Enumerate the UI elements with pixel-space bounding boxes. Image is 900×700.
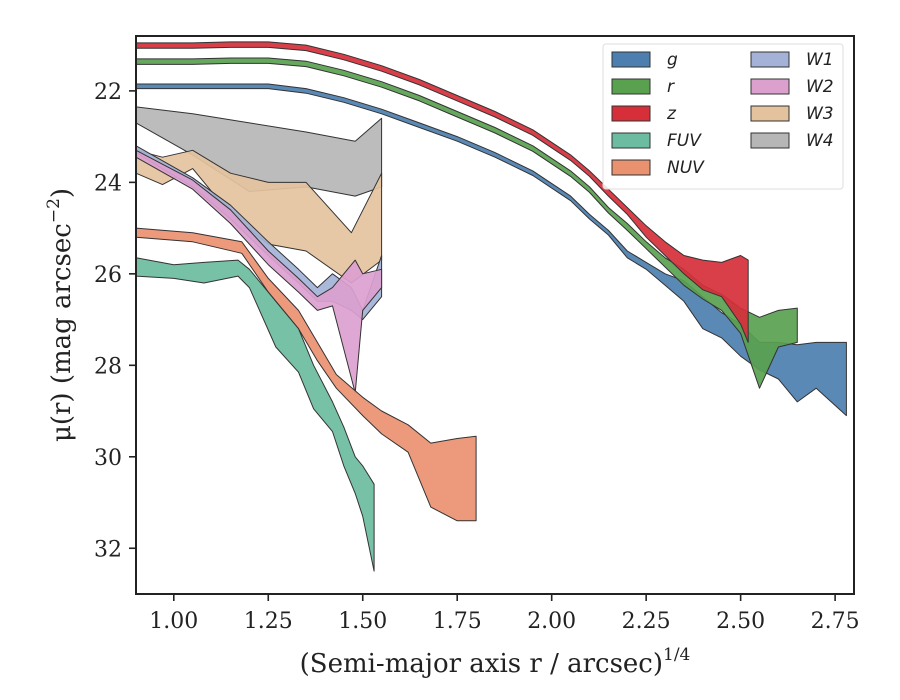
legend-swatch-fuv bbox=[611, 132, 651, 149]
y-tick-label: 26 bbox=[94, 263, 122, 288]
legend-swatch-r bbox=[611, 78, 651, 95]
x-axis-label: (Semi-major axis r / arcsec)1/4 bbox=[300, 645, 691, 679]
legend-swatch-nuv bbox=[611, 159, 651, 176]
legend-swatch-g bbox=[611, 51, 651, 68]
x-ticks: 1.00 1.25 1.50 1.75 2.00 2.25 2.50 2.75 bbox=[149, 594, 860, 634]
band-z bbox=[135, 41, 749, 343]
x-tick-label: 2.25 bbox=[622, 609, 671, 634]
x-tick-label: 2.00 bbox=[527, 609, 576, 634]
legend-swatch-w4 bbox=[750, 132, 790, 149]
bands-layer bbox=[135, 41, 847, 572]
x-tick-label: 1.00 bbox=[149, 609, 198, 634]
legend-items: grz FUV NUV W1 W2 W3 W4 bbox=[611, 50, 834, 178]
x-tick-label: 1.75 bbox=[433, 609, 482, 634]
legend-label-w2: W2 bbox=[806, 77, 834, 97]
y-tick-label: 28 bbox=[94, 354, 122, 379]
plot-frame bbox=[135, 35, 855, 595]
legend-label-w1: W1 bbox=[806, 50, 834, 70]
x-tick-label: 2.75 bbox=[811, 609, 860, 634]
y-ticks: 22 24 26 28 30 32 bbox=[94, 80, 136, 562]
y-tick-label: 24 bbox=[94, 171, 122, 196]
band-fuv bbox=[135, 257, 375, 572]
y-tick-label: 30 bbox=[94, 446, 122, 471]
legend-swatch-z bbox=[611, 105, 651, 122]
y-tick-label: 32 bbox=[94, 537, 122, 562]
x-tick-label: 1.50 bbox=[338, 609, 387, 634]
legend-label-w4: W4 bbox=[806, 131, 834, 151]
y-tick-label: 22 bbox=[94, 80, 122, 105]
band-r bbox=[135, 57, 798, 389]
legend-label-nuv: NUV bbox=[667, 158, 705, 178]
legend-swatch-w3 bbox=[750, 105, 790, 122]
legend-label-w3: W3 bbox=[806, 104, 834, 124]
legend-swatch-w2 bbox=[750, 78, 790, 95]
legend-label-fuv: FUV bbox=[667, 131, 702, 151]
legend-label-r: r bbox=[667, 77, 675, 97]
legend-label-z: z bbox=[666, 104, 677, 124]
x-tick-label: 2.50 bbox=[716, 609, 765, 634]
legend-swatch-w1 bbox=[750, 51, 790, 68]
y-axis-label: μ(r) (mag arcsec−2) bbox=[44, 188, 77, 442]
x-tick-label: 1.25 bbox=[244, 609, 293, 634]
band-g bbox=[135, 83, 847, 417]
legend: grz FUV NUV W1 W2 W3 W4 bbox=[602, 43, 844, 190]
legend-label-g: g bbox=[667, 50, 678, 70]
band-w2 bbox=[135, 149, 383, 394]
